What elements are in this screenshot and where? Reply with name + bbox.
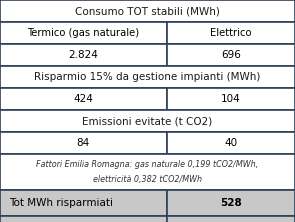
Bar xyxy=(167,190,295,216)
Text: Risparmio 15% da gestione impianti (MWh): Risparmio 15% da gestione impianti (MWh) xyxy=(34,72,261,82)
Bar xyxy=(0,0,295,22)
Text: 2.824: 2.824 xyxy=(68,50,98,60)
Bar xyxy=(0,66,295,88)
Bar xyxy=(0,44,167,66)
Text: Emissioni evitate (t CO2): Emissioni evitate (t CO2) xyxy=(82,116,213,126)
Bar xyxy=(0,110,295,132)
Bar xyxy=(167,88,295,110)
Text: Fattori Emilia Romagna: gas naturale 0,199 tCO2/MWh,: Fattori Emilia Romagna: gas naturale 0,1… xyxy=(36,160,259,168)
Text: Elettrico: Elettrico xyxy=(210,28,252,38)
Text: 84: 84 xyxy=(77,138,90,148)
Text: 528: 528 xyxy=(220,198,242,208)
Bar xyxy=(0,154,295,190)
Text: Consumo TOT stabili (MWh): Consumo TOT stabili (MWh) xyxy=(75,6,220,16)
Text: 104: 104 xyxy=(221,94,241,104)
Bar xyxy=(0,132,167,154)
Bar xyxy=(0,190,167,216)
Bar xyxy=(167,44,295,66)
Text: Tot MWh risparmiati: Tot MWh risparmiati xyxy=(9,198,113,208)
Bar xyxy=(0,216,167,222)
Text: 40: 40 xyxy=(224,138,237,148)
Bar xyxy=(167,22,295,44)
Text: Termico (gas naturale): Termico (gas naturale) xyxy=(27,28,140,38)
Bar xyxy=(167,132,295,154)
Text: 424: 424 xyxy=(73,94,93,104)
Text: 696: 696 xyxy=(221,50,241,60)
Bar xyxy=(0,22,167,44)
Text: elettricità 0,382 tCO2/MWh: elettricità 0,382 tCO2/MWh xyxy=(93,175,202,184)
Bar xyxy=(167,216,295,222)
Bar xyxy=(0,88,167,110)
